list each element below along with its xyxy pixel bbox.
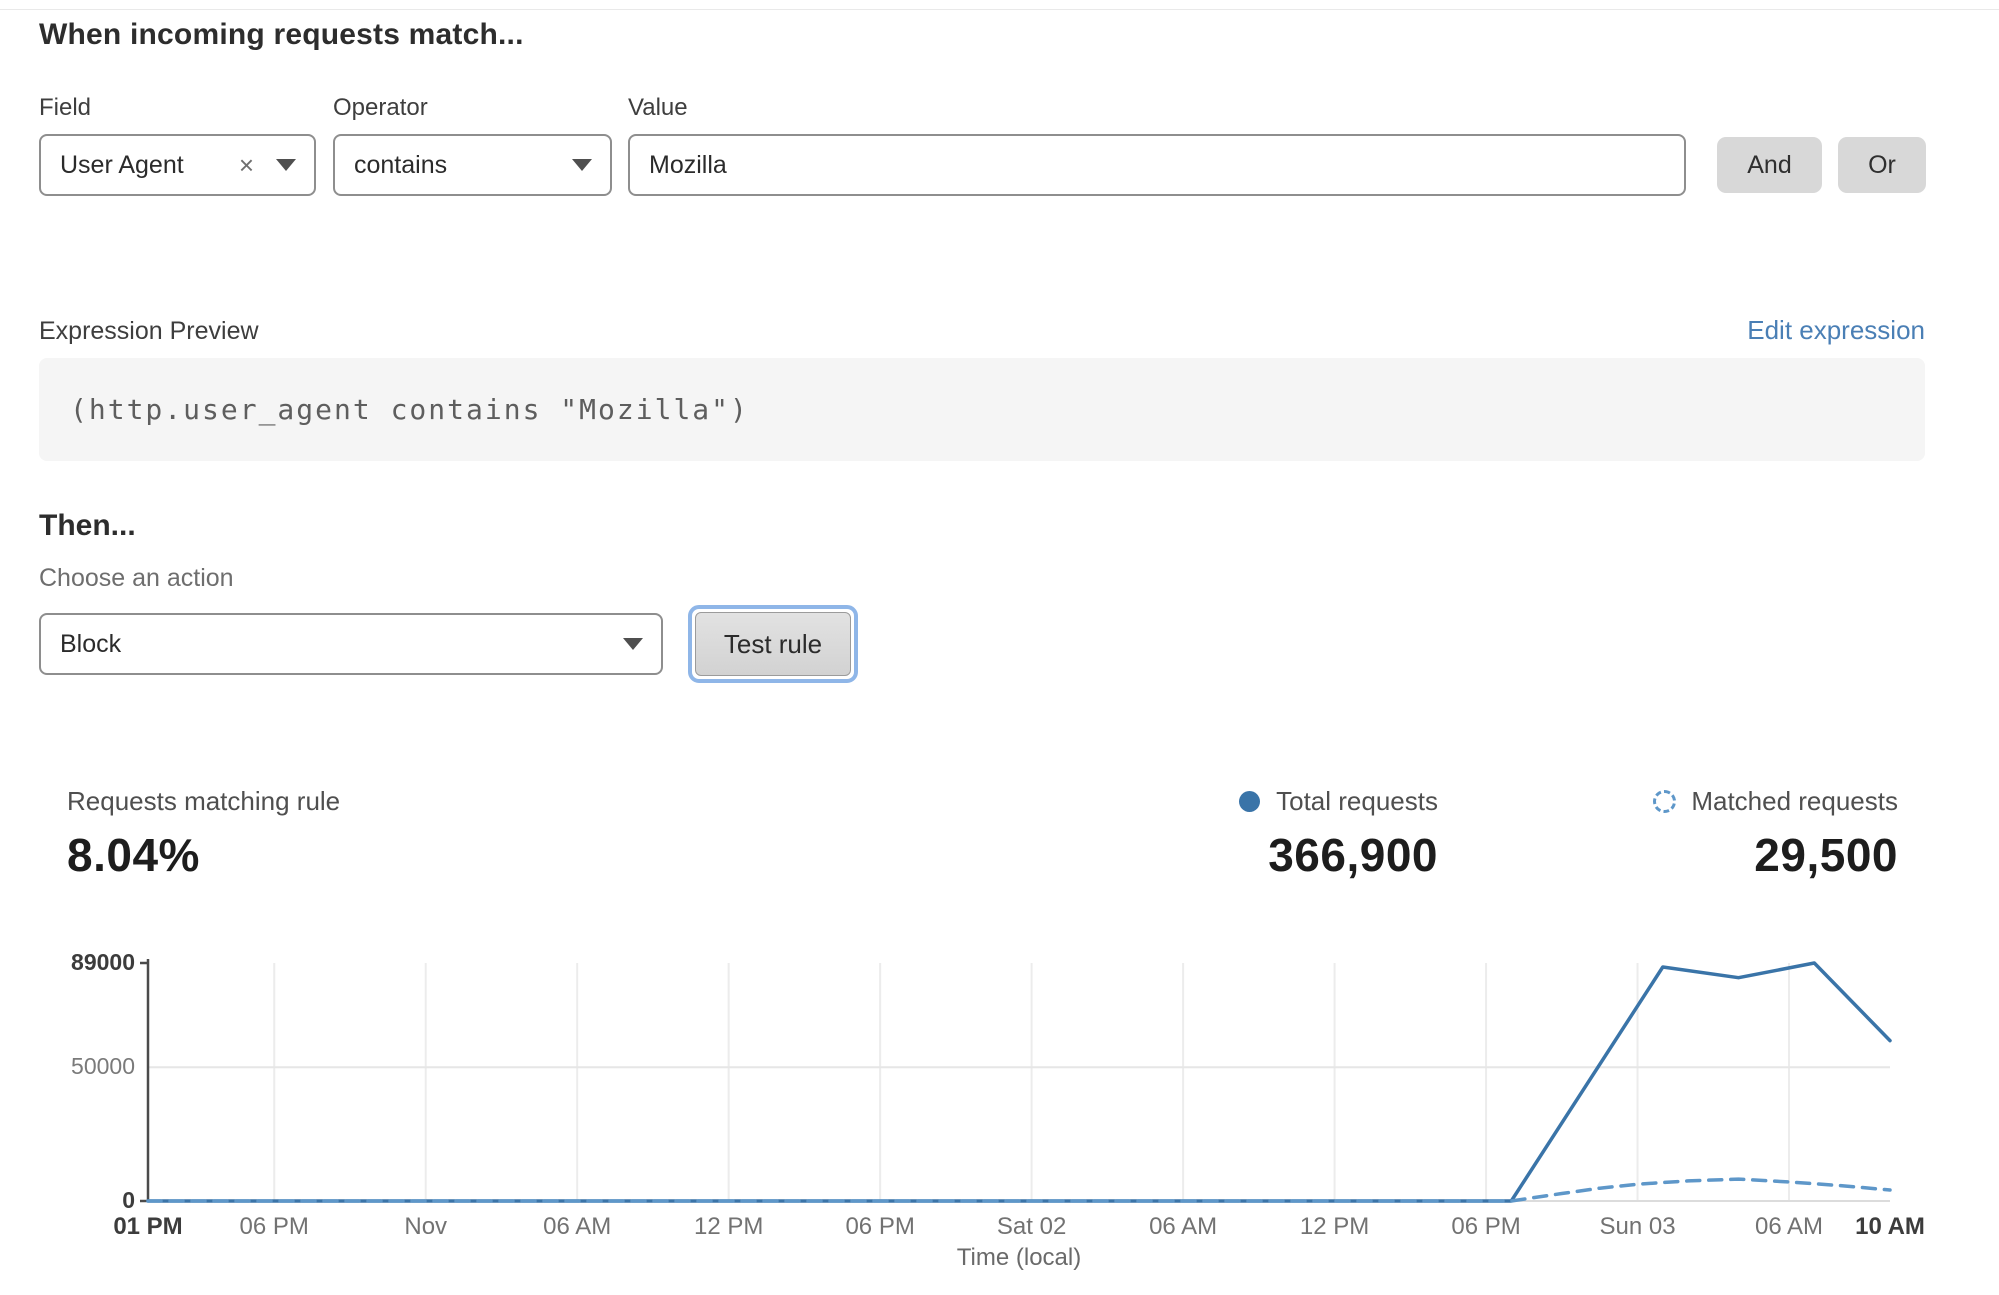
y-tick-label: 89000 bbox=[71, 949, 135, 975]
field-label: Field bbox=[39, 94, 92, 121]
chevron-down-icon bbox=[623, 638, 643, 650]
chevron-down-icon bbox=[276, 159, 296, 171]
test-rule-button[interactable]: Test rule bbox=[695, 612, 851, 676]
x-tick-label: 06 PM bbox=[239, 1213, 309, 1240]
legend-total-label: Total requests bbox=[1276, 786, 1438, 816]
edit-expression-link[interactable]: Edit expression bbox=[1747, 315, 1925, 345]
legend-matched-label: Matched requests bbox=[1691, 786, 1898, 816]
field-select[interactable]: User Agent × bbox=[39, 134, 316, 196]
expression-preview-label: Expression Preview bbox=[39, 317, 259, 345]
x-axis-title: Time (local) bbox=[956, 1244, 1082, 1271]
action-select[interactable]: Block bbox=[39, 613, 663, 675]
requests-matching-value: 8.04% bbox=[67, 829, 200, 881]
legend-total-requests: Total requests bbox=[1138, 786, 1438, 817]
x-tick-label: Nov bbox=[404, 1213, 448, 1240]
y-tick-label: 50000 bbox=[71, 1053, 135, 1080]
legend-matched-requests: Matched requests bbox=[1598, 786, 1898, 817]
x-tick-label: 06 PM bbox=[1451, 1213, 1521, 1240]
x-tick-label: 01 PM bbox=[113, 1213, 183, 1240]
matched-requests-value: 29,500 bbox=[1754, 829, 1898, 881]
x-tick-label: 06 PM bbox=[845, 1213, 915, 1240]
then-title: Then... bbox=[39, 509, 136, 542]
y-tick-label: 0 bbox=[122, 1187, 135, 1213]
total-requests-value: 366,900 bbox=[1268, 829, 1438, 881]
x-tick-label: Sat 02 bbox=[996, 1213, 1067, 1240]
field-select-value: User Agent bbox=[60, 150, 184, 179]
value-label: Value bbox=[628, 94, 688, 121]
page-title: When incoming requests match... bbox=[39, 18, 524, 51]
action-select-value: Block bbox=[60, 629, 122, 658]
choose-action-label: Choose an action bbox=[39, 564, 234, 592]
clear-icon[interactable]: × bbox=[238, 150, 254, 180]
expression-code: (http.user_agent contains "Mozilla") bbox=[70, 393, 749, 426]
operator-select-value: contains bbox=[354, 150, 448, 179]
x-tick-label: 06 AM bbox=[1149, 1213, 1218, 1240]
value-input-text: Mozilla bbox=[649, 150, 727, 179]
operator-label: Operator bbox=[333, 94, 428, 121]
dashed-circle-icon bbox=[1653, 790, 1677, 813]
x-tick-label: 06 AM bbox=[1754, 1213, 1824, 1240]
chevron-down-icon bbox=[572, 159, 592, 171]
x-tick-label: 12 PM bbox=[1299, 1213, 1370, 1240]
x-tick-label: 06 AM bbox=[543, 1213, 612, 1240]
expression-code-box: (http.user_agent contains "Mozilla") bbox=[39, 358, 1925, 461]
x-tick-label: 12 PM bbox=[693, 1213, 764, 1240]
and-button[interactable]: And bbox=[1717, 137, 1822, 193]
x-tick-label: Sun 03 bbox=[1599, 1213, 1676, 1240]
requests-matching-label: Requests matching rule bbox=[67, 786, 341, 816]
x-tick-label: 10 AM bbox=[1855, 1213, 1925, 1240]
top-divider bbox=[0, 9, 1999, 10]
test-rule-focus-ring: Test rule bbox=[688, 605, 858, 683]
operator-select[interactable]: contains bbox=[333, 134, 612, 196]
solid-dot-icon bbox=[1239, 791, 1261, 812]
or-button[interactable]: Or bbox=[1838, 137, 1926, 193]
value-input[interactable]: Mozilla bbox=[628, 134, 1686, 196]
